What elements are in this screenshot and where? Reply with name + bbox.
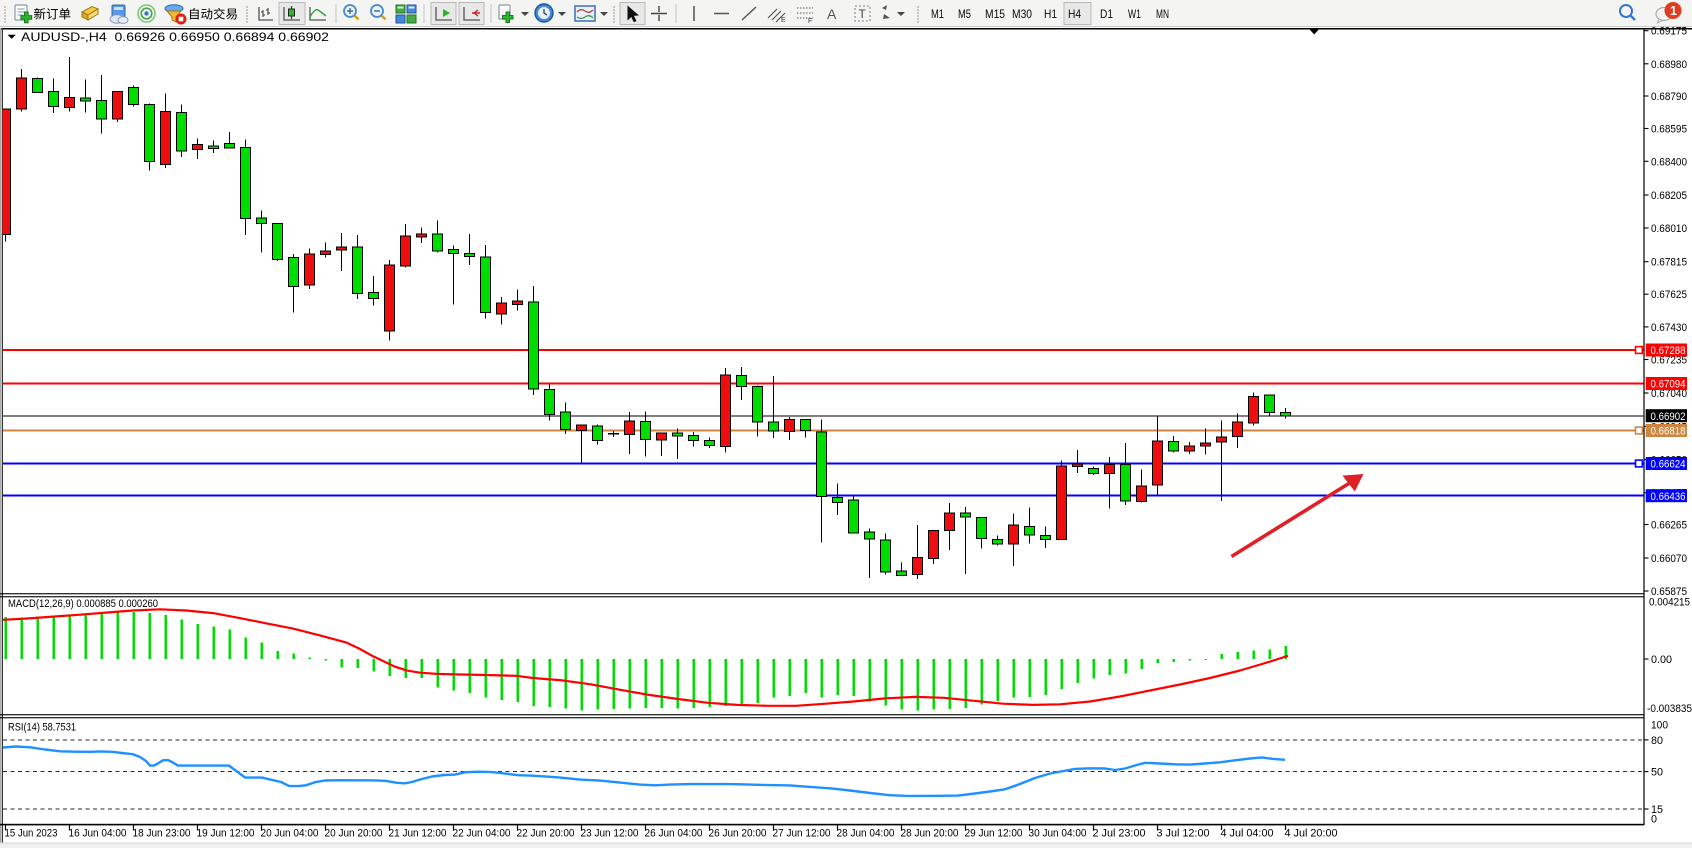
svg-text:0.68010: 0.68010: [1651, 223, 1687, 235]
svg-text:D1: D1: [1100, 7, 1113, 21]
svg-text:0.67040: 0.67040: [1651, 388, 1687, 400]
svg-text:0.67094: 0.67094: [1651, 379, 1686, 391]
svg-text:MACD(12,26,9) 0.000885 0.00026: MACD(12,26,9) 0.000885 0.000260: [8, 598, 158, 610]
svg-text:H1: H1: [1044, 7, 1057, 21]
svg-text:0.68790: 0.68790: [1651, 91, 1687, 103]
svg-text:0.68205: 0.68205: [1651, 190, 1687, 202]
svg-text:20 Jun 20:00: 20 Jun 20:00: [325, 828, 383, 840]
svg-text:AUDUSD-,H4 0.66926 0.66950 0.: AUDUSD-,H4 0.66926 0.66950 0.66894 0.669…: [21, 30, 329, 44]
svg-text:H4: H4: [1068, 7, 1081, 21]
svg-text:0.00: 0.00: [1651, 654, 1672, 666]
svg-text:22 Jun 04:00: 22 Jun 04:00: [453, 828, 511, 840]
svg-text:M15: M15: [985, 7, 1005, 21]
svg-text:26 Jun 04:00: 26 Jun 04:00: [645, 828, 703, 840]
svg-text:16 Jun 04:00: 16 Jun 04:00: [69, 828, 127, 840]
svg-text:3 Jul 12:00: 3 Jul 12:00: [1157, 828, 1210, 840]
svg-text:A: A: [827, 6, 837, 22]
svg-text:1: 1: [1670, 4, 1677, 18]
svg-text:-0.003835: -0.003835: [1647, 703, 1692, 715]
svg-text:M5: M5: [958, 7, 971, 21]
svg-text:80: 80: [1651, 735, 1663, 747]
svg-text:0.67815: 0.67815: [1651, 257, 1687, 269]
svg-text:2 Jul 23:00: 2 Jul 23:00: [1093, 828, 1146, 840]
svg-text:0.66436: 0.66436: [1651, 491, 1686, 503]
svg-text:0.66624: 0.66624: [1651, 459, 1686, 471]
svg-text:MN: MN: [1156, 7, 1169, 21]
svg-text:4 Jul 04:00: 4 Jul 04:00: [1221, 828, 1274, 840]
svg-text:50: 50: [1651, 767, 1663, 779]
svg-text:W1: W1: [1128, 7, 1141, 21]
svg-text:M30: M30: [1012, 7, 1032, 21]
svg-text:0.67288: 0.67288: [1651, 345, 1686, 357]
svg-text:21 Jun 12:00: 21 Jun 12:00: [389, 828, 447, 840]
svg-text:F: F: [808, 18, 812, 25]
svg-text:0.68400: 0.68400: [1651, 156, 1687, 168]
svg-text:15 Jun 2023: 15 Jun 2023: [5, 828, 58, 840]
svg-text:0.67430: 0.67430: [1651, 322, 1687, 334]
svg-text:0: 0: [1651, 813, 1657, 825]
svg-text:RSI(14) 58.7531: RSI(14) 58.7531: [8, 722, 76, 734]
svg-text:22 Jun 20:00: 22 Jun 20:00: [517, 828, 575, 840]
svg-text:15: 15: [1651, 804, 1663, 816]
svg-text:4 Jul 20:00: 4 Jul 20:00: [1285, 828, 1338, 840]
svg-text:0.67625: 0.67625: [1651, 289, 1687, 301]
svg-text:30 Jun 04:00: 30 Jun 04:00: [1029, 828, 1087, 840]
svg-text:26 Jun 20:00: 26 Jun 20:00: [709, 828, 767, 840]
svg-text:0.69175: 0.69175: [1651, 26, 1687, 38]
svg-text:18 Jun 23:00: 18 Jun 23:00: [133, 828, 191, 840]
svg-text:20 Jun 04:00: 20 Jun 04:00: [261, 828, 319, 840]
svg-text:29 Jun 12:00: 29 Jun 12:00: [965, 828, 1023, 840]
svg-text:0.004215: 0.004215: [1649, 597, 1690, 609]
svg-text:28 Jun 20:00: 28 Jun 20:00: [901, 828, 959, 840]
svg-text:19 Jun 12:00: 19 Jun 12:00: [197, 828, 255, 840]
svg-text:23 Jun 12:00: 23 Jun 12:00: [581, 828, 639, 840]
svg-text:28 Jun 04:00: 28 Jun 04:00: [837, 828, 895, 840]
svg-text:M1: M1: [931, 7, 944, 21]
svg-text:0.66902: 0.66902: [1651, 411, 1686, 423]
svg-text:0.67235: 0.67235: [1651, 355, 1687, 367]
svg-text:0.66070: 0.66070: [1651, 553, 1687, 565]
svg-text:100: 100: [1651, 720, 1668, 732]
svg-text:0.66265: 0.66265: [1651, 520, 1687, 532]
svg-text:T: T: [859, 7, 867, 21]
svg-text:0.68980: 0.68980: [1651, 59, 1687, 71]
svg-text:27 Jun 12:00: 27 Jun 12:00: [773, 828, 831, 840]
svg-text:0.66818: 0.66818: [1651, 426, 1686, 438]
svg-text:0.65875: 0.65875: [1651, 586, 1687, 598]
svg-text:0.68595: 0.68595: [1651, 124, 1687, 136]
svg-text:E: E: [781, 17, 786, 24]
